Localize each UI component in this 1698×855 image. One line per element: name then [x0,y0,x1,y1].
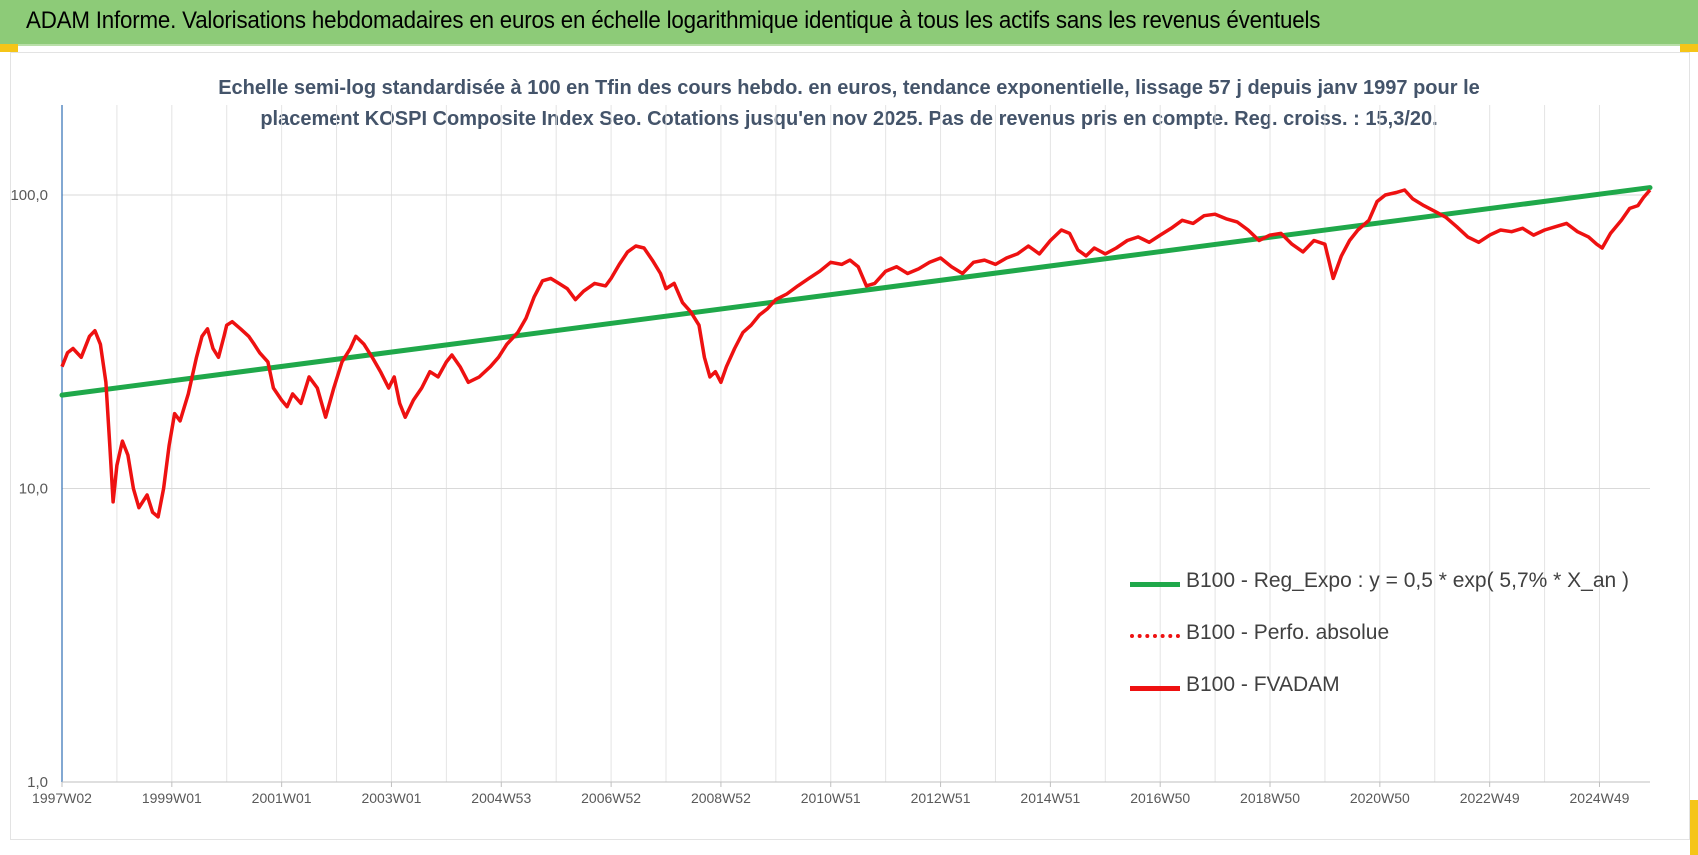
legend-swatch-perfo [1130,634,1180,638]
corner-accent-top-right [1680,44,1698,52]
legend-label-trend: B100 - Reg_Expo : y = 0,5 * exp( 5,7% * … [1186,569,1630,592]
x-tick-label: 2020W50 [1350,790,1410,806]
x-tick-label: 2012W51 [911,790,971,806]
x-tick-label: 2018W50 [1240,790,1300,806]
legend-label-perfo: B100 - Perfo. absolue [1186,621,1390,644]
chart-subtitle-line-1: Echelle semi-log standardisée à 100 en T… [218,77,1480,99]
x-tick-label: 2024W49 [1570,790,1630,806]
y-tick-label: 10,0 [19,481,48,498]
legend-label-fvadam: B100 - FVADAM [1186,673,1340,696]
legend-swatch-trend [1130,582,1180,587]
y-tick-label: 100,0 [10,187,48,204]
x-tick-label: 2003W01 [361,790,421,806]
corner-accent-top-left [0,44,18,52]
x-tick-label: 2010W51 [801,790,861,806]
chart-subtitle-line-2: placement KOSPI Composite Index Seo. Cot… [260,108,1438,130]
chart-frame [10,52,1690,840]
trend-line [59,185,1653,398]
x-tick-label: 2006W52 [581,790,641,806]
x-tick-label: 1999W01 [142,790,202,806]
x-tick-label: 2001W01 [252,790,312,806]
y-tick-label: 1,0 [27,774,48,791]
legend-swatch-fvadam [1130,686,1180,691]
fvadam-line [60,188,1652,519]
corner-accent-bottom-right [1690,800,1698,855]
x-tick-label: 2016W50 [1130,790,1190,806]
x-tick-label: 1997W02 [32,790,92,806]
header-bar: ADAM Informe. Valorisations hebdomadaire… [0,0,1698,46]
page-title: ADAM Informe. Valorisations hebdomadaire… [26,7,1321,34]
x-tick-label: 2008W52 [691,790,751,806]
x-tick-label: 2004W53 [471,790,531,806]
x-tick-label: 2014W51 [1020,790,1080,806]
x-tick-label: 2022W49 [1460,790,1520,806]
